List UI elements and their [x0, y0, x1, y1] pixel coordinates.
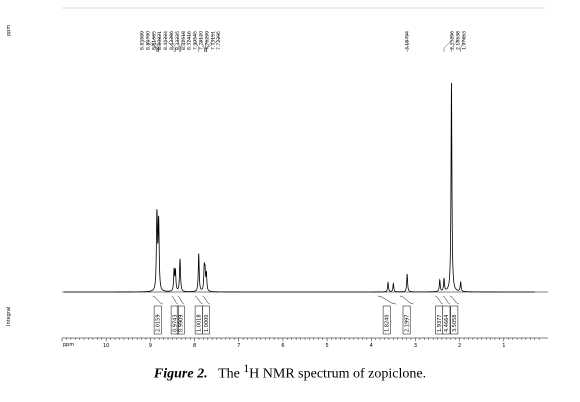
x-tick-label: 5 [325, 343, 328, 349]
integral-box [442, 305, 451, 335]
x-tick-label: 7 [237, 343, 240, 349]
integral-value: 1.8240 [385, 315, 391, 333]
peak-label-connector [177, 33, 181, 52]
peak-label-connector [206, 33, 213, 52]
peak-label-connector [206, 33, 219, 52]
peak-label: 8.81665 [151, 31, 157, 50]
integral-curve [377, 295, 396, 305]
integral-axis-label: Integral [6, 307, 12, 326]
integral-curve [202, 295, 210, 305]
ppm-axis-label-vertical: ppm [6, 25, 12, 36]
peak-label-connector [147, 33, 158, 52]
peak-label: 8.80821 [157, 31, 163, 50]
peak-label-connector [194, 33, 199, 52]
peak-label-connector [165, 33, 175, 52]
integral-box [170, 305, 179, 335]
caption-text-post: H NMR spectrum of zopiclone. [249, 366, 427, 382]
x-axis-ticks-group: 10 9 8 7 6 5 4 3 2 1 [61, 338, 540, 349]
peak-label: 1.97653 [462, 31, 468, 50]
peak-label: 7.78120 [199, 31, 205, 50]
peak-label: 2.35296 [450, 31, 456, 50]
peak-labels-group: 8.85599 8.84700 8.81665 8.80821 8.46324 8.432… [140, 31, 468, 52]
x-tick-label: 9 [149, 343, 152, 349]
peak-label-connector [460, 33, 465, 52]
peak-label: 8.32416 [187, 31, 193, 50]
caption-superscript: 1 [243, 362, 250, 375]
integral-curve [171, 295, 178, 305]
integral-curve [435, 295, 443, 305]
figure-caption: Figure 2. The 1H NMR spectrum of zopiclo… [0, 362, 580, 383]
caption-text-pre: The [218, 366, 244, 382]
peak-label: 7.73151 [210, 31, 216, 50]
spectrum-trace [64, 82, 535, 293]
peak-label-connector [171, 33, 176, 52]
x-tick-label: 10 [103, 343, 109, 349]
peak-label-connector [200, 33, 205, 52]
peak-label: 7.76299 [204, 31, 210, 50]
integral-value: 2.1997 [404, 315, 410, 333]
peak-label: 7.72295 [216, 31, 222, 50]
peak-label: 8.33225 [175, 31, 181, 50]
integral-curve [152, 295, 163, 305]
integral-curve [399, 295, 414, 305]
x-tick-label: 1 [502, 343, 505, 349]
peak-label: 3.18794 [405, 31, 411, 50]
integral-value: 0.9909 [179, 315, 185, 333]
x-tick-label: 6 [281, 343, 284, 349]
peak-label-connector [158, 33, 160, 52]
integral-value: 1.0000 [204, 315, 210, 333]
x-tick-label: 8 [193, 343, 196, 349]
peak-label: 8.32518 [181, 31, 187, 50]
integral-value: 2.0159 [156, 315, 162, 333]
integral-curve [194, 295, 203, 305]
integral-value: 4.4664 [444, 315, 450, 333]
peak-label-connector [141, 33, 157, 52]
integral-box [176, 305, 185, 335]
peak-label: 8.43286 [169, 31, 175, 50]
integral-curve [177, 295, 185, 305]
peak-label: 7.90545 [193, 31, 199, 50]
integral-curve [449, 295, 459, 305]
caption-label: Figure 2. [153, 366, 208, 382]
integral-value: 3.5058 [452, 315, 458, 333]
x-tick-label: 2 [458, 343, 461, 349]
x-axis-label: ppm [63, 342, 74, 348]
integral-labels-group: 2.0159 0.9743 0.9909 1.0018 1.0000 1.8240 2.19… [153, 305, 459, 335]
integral-box [450, 305, 459, 335]
peak-label: 2.18538 [456, 31, 462, 50]
peak-label-connector [443, 33, 453, 52]
integral-curves-group [152, 295, 459, 305]
integral-value: 1.0018 [197, 315, 203, 333]
integral-value: 0.9743 [173, 315, 179, 333]
integral-box [202, 305, 210, 335]
peak-label-connector [204, 33, 208, 52]
integral-box [382, 305, 391, 335]
peak-label-connector [153, 33, 159, 52]
x-tick-label: 4 [370, 343, 373, 349]
peak-label-connector [180, 33, 190, 52]
peak-label-connector [451, 33, 459, 52]
x-tick-label: 3 [414, 343, 417, 349]
integral-value: 1.9377 [437, 315, 443, 333]
integral-curve [442, 295, 450, 305]
integral-box [153, 305, 162, 335]
integral-box [402, 305, 411, 335]
